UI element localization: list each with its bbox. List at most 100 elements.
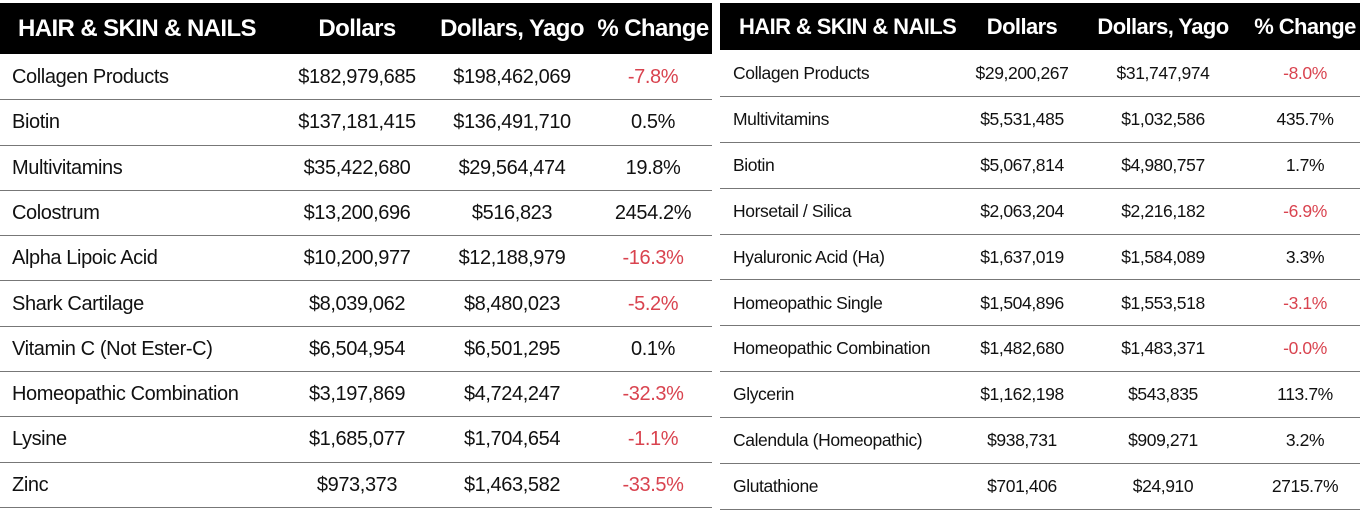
table-cell: $701,406 (987, 476, 1057, 497)
table-cell: Collagen Products (733, 63, 870, 83)
table-cell: $1,553,518 (1121, 292, 1205, 313)
table-row: Glycerin $1,162,198 $543,835 113.7% (720, 372, 1360, 419)
table-cell: 1.7% (1285, 154, 1325, 175)
table-cell: Biotin (12, 111, 60, 134)
table-cell: Colostrum (12, 201, 100, 224)
table-cell: $29,564,474 (458, 156, 566, 179)
table-cell: $1,504,896 (980, 292, 1064, 313)
table-cell: $182,979,685 (298, 66, 416, 88)
table-row: Horsetail / Silica $2,063,204 $2,216,182 -6… (720, 189, 1360, 235)
table-row: Lysine $1,685,077 $1,704,654 -1.1% (0, 417, 712, 463)
table-cell: Homeopathic Combination (733, 338, 931, 359)
table-cell: Vitamin C (Not Ester-C) (12, 337, 213, 360)
table-cell: 19.8% (625, 156, 681, 179)
table-cell: -0.0% (1283, 338, 1327, 359)
table-cell: $516,823 (471, 201, 553, 224)
table-row: Collagen Products $182,979,685 $198,462,06… (0, 55, 712, 101)
table-cell: -16.3% (622, 247, 684, 270)
table-cell: $938,731 (987, 430, 1057, 451)
table-cell: Lysine (12, 428, 67, 451)
table-cell: $5,067,814 (980, 154, 1064, 175)
table-cell: $1,704,654 (463, 428, 561, 451)
table-cell: $10,200,977 (303, 247, 411, 270)
table-row: Vitamin C (Not Ester-C) $6,504,954 $6,501,… (0, 327, 712, 373)
table-cell: $1,483,371 (1121, 338, 1205, 359)
table-cell: Collagen Products (12, 66, 169, 88)
table-cell: Homeopathic Single (733, 292, 883, 313)
table-row: Multivitamins $5,531,485 $1,032,586 435.7% (720, 97, 1360, 143)
table-cell: $3,197,869 (308, 383, 406, 406)
table-cell: $136,491,710 (453, 111, 571, 134)
table-cell: Alpha Lipoic Acid (12, 247, 158, 270)
table-cell: -7.8% (627, 66, 679, 88)
table-cell: -5.2% (627, 292, 679, 315)
header-cell: HAIR & SKIN & NAILS (18, 15, 257, 42)
table-cell: Multivitamins (733, 108, 829, 129)
table-row: Collagen Products $29,200,267 $31,747,974 -… (720, 51, 1360, 97)
table-cell: $2,063,204 (980, 200, 1064, 221)
table-row: Calendula (Homeopathic) $938,731 $909,271 3… (720, 418, 1360, 465)
table-cell: $137,181,415 (298, 111, 416, 134)
header-cell: Dollars, Yago (1097, 14, 1229, 39)
table-cell: Glycerin (733, 384, 794, 405)
table-cell: $1,482,680 (980, 338, 1064, 359)
table-cell: $12,188,979 (458, 247, 566, 270)
table-cell: Glutathione (733, 476, 819, 497)
table-cell: Homeopathic Combination (12, 383, 239, 406)
table-row: Homeopathic Single $1,504,896 $1,553,518 -3… (720, 281, 1360, 327)
table-cell: $6,501,295 (463, 337, 561, 360)
table-cell: 0.1% (631, 337, 675, 360)
table-cell: 0.5% (631, 111, 675, 134)
table-cell: Hyaluronic Acid (Ha) (733, 246, 885, 267)
table-row: Multivitamins $35,422,680 $29,564,474 19.8% (0, 146, 712, 191)
table-cell: -8.0% (1283, 63, 1327, 83)
table-cell: $1,162,198 (980, 384, 1064, 405)
table-cell: $8,480,023 (463, 292, 561, 315)
header-row: HAIR & SKIN & NAILS Dollars Dollars, Yago%… (0, 3, 712, 54)
table-cell: $198,462,069 (453, 66, 571, 88)
table-cell: $1,685,077 (308, 428, 406, 451)
table-cell: -1.1% (627, 428, 679, 451)
header-cell: HAIR & SKIN & NAILS (739, 14, 957, 39)
table-cell: $2,216,182 (1121, 200, 1205, 221)
table-row: Colostrum $13,200,696 $516,823 2454.2% (0, 191, 712, 237)
header-cell: % Change (597, 15, 709, 42)
table-cell: $1,584,089 (1121, 246, 1205, 267)
table-cell: 113.7% (1277, 384, 1333, 405)
table-cell: $8,039,062 (308, 292, 406, 315)
table-cell: Calendula (Homeopathic) (733, 430, 923, 451)
table-cell: $1,463,582 (463, 473, 561, 496)
table-cell: Multivitamins (12, 156, 123, 179)
table-cell: $543,835 (1128, 384, 1198, 405)
table-cell: -33.5% (622, 473, 684, 496)
table-cell: $35,422,680 (303, 156, 411, 179)
table-cell: $29,200,267 (975, 63, 1069, 83)
table-row: Biotin $5,067,814 $4,980,757 1.7% (720, 143, 1360, 189)
table-cell: 435.7% (1276, 108, 1334, 129)
header-cell: Dollars, Yago (440, 15, 584, 42)
table-cell: Zinc (12, 473, 49, 496)
table-cell: $4,724,247 (463, 383, 561, 406)
table-cell: -6.9% (1283, 200, 1327, 221)
table-cell: $5,531,485 (980, 108, 1064, 129)
table-row: Homeopathic Combination $3,197,869 $4,724,… (0, 372, 712, 418)
table-cell: $13,200,696 (303, 201, 411, 224)
table-cell: 2715.7% (1271, 476, 1339, 497)
table-cell: -32.3% (622, 383, 684, 406)
header-cell: Dollars (986, 14, 1058, 39)
table-cell: $1,032,586 (1121, 108, 1205, 129)
table-cell: $4,980,757 (1121, 154, 1205, 175)
table-row: Homeopathic Combination $1,482,680 $1,483,… (720, 326, 1360, 373)
table-row: Biotin $137,181,415 $136,491,710 0.5% (0, 100, 712, 146)
table-cell: $973,373 (316, 473, 398, 496)
table-row: Glutathione $701,406 $24,910 2715.7% (720, 464, 1360, 510)
header-cell: Dollars (318, 15, 396, 42)
table-cell: 2454.2% (614, 201, 692, 224)
table-cell: Horsetail / Silica (733, 200, 852, 221)
table-cell: Shark Cartilage (12, 292, 144, 315)
table-cell: Biotin (733, 154, 775, 175)
table-cell: 3.3% (1285, 246, 1325, 267)
table-cell: $24,910 (1132, 476, 1194, 497)
header-cell: % Change (1254, 14, 1356, 39)
